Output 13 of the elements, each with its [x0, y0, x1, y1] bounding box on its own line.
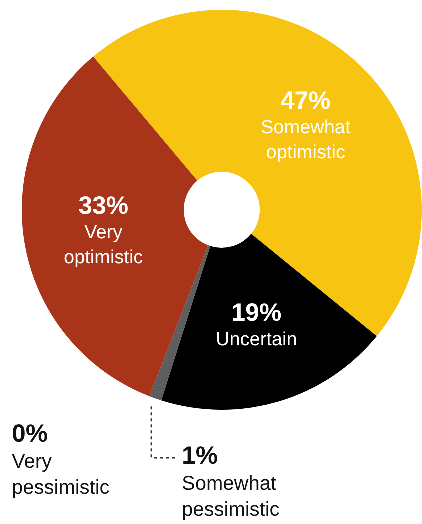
- slice-label: Very optimistic: [64, 222, 144, 268]
- donut-slice: [150, 245, 211, 401]
- data-label: 1%: [182, 442, 218, 470]
- slice-label: Uncertain: [216, 330, 298, 351]
- text: 0%: [12, 420, 48, 448]
- data-label: 33%: [78, 192, 129, 220]
- category-label: Very pessimistic: [12, 451, 110, 499]
- data-label: 47%: [280, 87, 331, 115]
- data-label: 19%: [232, 299, 282, 327]
- donut-slice: [22, 56, 208, 396]
- slice-label: Somewhat optimistic: [261, 118, 352, 164]
- slice-label: Somewhat pessimistic: [182, 473, 280, 521]
- donut-slice: [162, 234, 377, 410]
